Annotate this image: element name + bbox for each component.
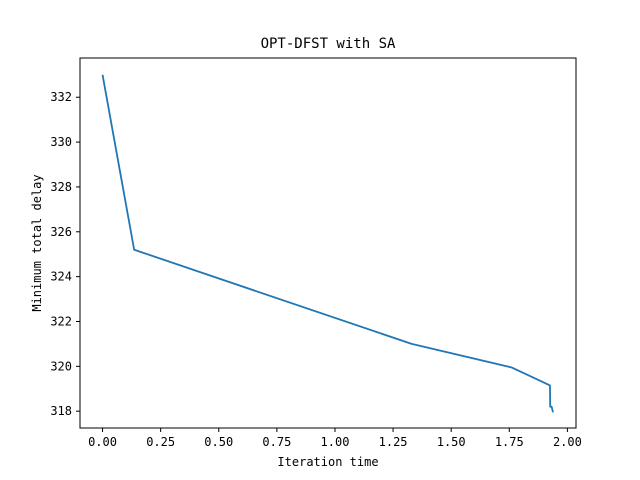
y-tick-label: 324 <box>50 270 72 284</box>
y-tick-label: 322 <box>50 314 72 328</box>
x-tick-label: 0.75 <box>262 435 291 449</box>
y-tick-label: 320 <box>50 359 72 373</box>
chart-title: OPT-DFST with SA <box>261 36 396 52</box>
x-axis-label: Iteration time <box>277 455 378 469</box>
y-tick-label: 318 <box>50 404 72 418</box>
y-tick-label: 326 <box>50 225 72 239</box>
x-tick-label: 0.50 <box>204 435 233 449</box>
y-tick-label: 328 <box>50 180 72 194</box>
x-axis: 0.00 0.25 0.50 0.75 1.00 1.25 1.50 1.75 2.00 <box>88 428 582 449</box>
y-tick-label: 332 <box>50 90 72 104</box>
x-tick-label: 1.50 <box>437 435 466 449</box>
x-tick-label: 1.00 <box>321 435 350 449</box>
y-axis: 318 320 322 324 326 328 330 332 <box>50 90 80 418</box>
x-tick-label: 2.00 <box>553 435 582 449</box>
y-axis-label: Minimum total delay <box>30 174 44 311</box>
x-tick-label: 0.25 <box>146 435 175 449</box>
x-tick-label: 1.25 <box>379 435 408 449</box>
series-layer <box>101 74 554 413</box>
plot-frame <box>79 57 577 429</box>
x-tick-label: 1.75 <box>495 435 524 449</box>
x-tick-label: 0.00 <box>88 435 117 449</box>
y-tick-label: 330 <box>50 135 72 149</box>
series-line <box>101 74 554 413</box>
